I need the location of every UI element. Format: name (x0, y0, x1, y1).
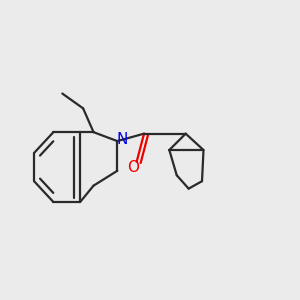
Text: O: O (127, 160, 139, 175)
Text: N: N (116, 132, 128, 147)
